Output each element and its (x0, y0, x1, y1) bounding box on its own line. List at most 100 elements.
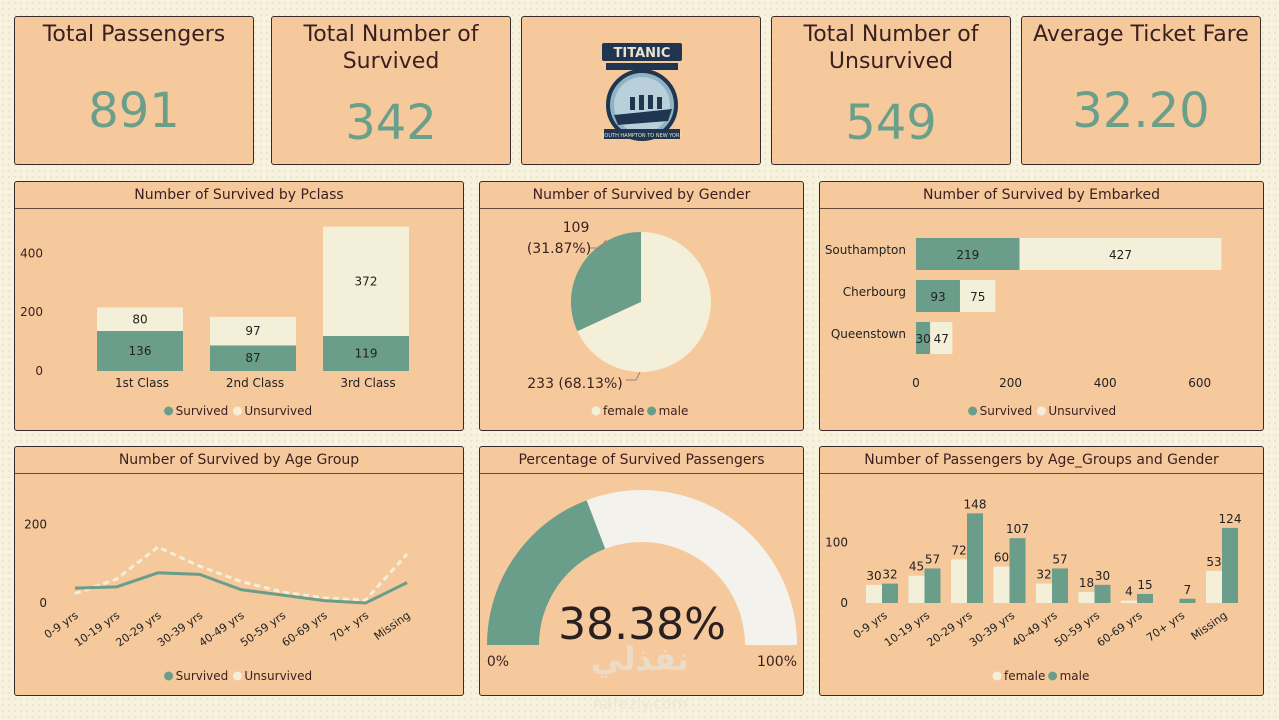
data-label: 47 (934, 332, 949, 346)
bar-unsurvived (959, 280, 996, 312)
legend-label: Unsurvived (244, 669, 312, 683)
legend-marker (164, 671, 174, 681)
chart-title: Percentage of Survived Passengers (480, 447, 803, 474)
data-label: 148 (964, 497, 987, 511)
bar-male (967, 513, 983, 603)
legend-marker (164, 406, 174, 416)
y-tick-label: 200 (24, 518, 47, 532)
x-tick-label: 50-59 yrs (238, 609, 288, 650)
bar-female (1121, 600, 1137, 603)
x-tick-label: 2nd Class (226, 376, 284, 390)
data-label: 45 (909, 560, 924, 574)
kpi-value: 549 (845, 95, 937, 151)
data-label: 372 (355, 274, 378, 288)
x-tick-label: 70+ yrs (1144, 609, 1187, 645)
y-tick-label: 400 (20, 246, 43, 260)
x-tick-label: 50-59 yrs (1052, 609, 1102, 650)
bar-survived (97, 331, 183, 371)
chart-embarked-panel: Number of Survived by Embarked Southampt… (819, 181, 1264, 431)
bar-unsurvived (210, 316, 296, 346)
x-tick-label: 60-69 yrs (1094, 609, 1144, 650)
data-label: 427 (1109, 248, 1132, 262)
x-tick-label: 10-19 yrs (72, 609, 122, 650)
pie-leader-line (626, 371, 641, 381)
x-tick-label: 600 (1188, 376, 1211, 390)
x-tick-label: 40-49 yrs (196, 609, 246, 650)
x-tick-label: 0 (912, 376, 920, 390)
kpi-title: Total Number of Unsurvived (803, 22, 979, 74)
gauge-chart: 38.38% 0% 100% (487, 490, 797, 670)
legend-label: male (659, 404, 689, 418)
kpi-value: 891 (88, 83, 180, 139)
chart-title: Number of Survived by Pclass (15, 182, 463, 209)
y-tick-label: 0 (39, 596, 47, 610)
watermark-text: نفذلي (591, 640, 689, 678)
chart-gender-panel: Number of Survived by Gender 109 (31.87%)… (479, 181, 804, 431)
bar-survived (916, 322, 931, 354)
kpi-avg-fare-card: Average Ticket Fare 32.20 (1021, 16, 1261, 165)
x-tick-label: 30-39 yrs (967, 609, 1017, 650)
y-tick-label: 200 (20, 305, 43, 319)
data-label: 97 (245, 324, 260, 338)
legend-label: female (1004, 669, 1045, 683)
data-label: 219 (956, 248, 979, 262)
legend-marker (232, 406, 242, 416)
legend-label: Survived (176, 404, 229, 418)
x-tick-label: 70+ yrs (328, 609, 371, 645)
gender-chart: 109 (31.87%) 233 (68.13%) female male (527, 220, 711, 418)
x-tick-label: 60-69 yrs (279, 609, 329, 650)
data-label: 75 (970, 290, 985, 304)
data-label: 30 (866, 569, 881, 583)
data-label: 124 (1219, 512, 1242, 526)
y-tick-label: Southampton (825, 243, 906, 257)
bar-male (1009, 538, 1026, 603)
y-tick-label: 0 (35, 364, 43, 378)
svg-text:SOUTH HAMPTON TO NEW YORK: SOUTH HAMPTON TO NEW YORK (601, 133, 683, 139)
bar-unsurvived (1019, 238, 1222, 270)
data-label: 15 (1137, 578, 1152, 592)
bar-female (1206, 570, 1222, 603)
data-label: 107 (1006, 522, 1029, 536)
kpi-title: Total Number of Survived (303, 22, 479, 74)
gauge-remaining-arc (586, 490, 797, 645)
legend-label: Survived (980, 404, 1033, 418)
bar-male (1094, 584, 1111, 603)
data-label: 30 (1095, 569, 1110, 583)
bar-male (924, 568, 941, 603)
data-label: 60 (994, 551, 1009, 565)
bar-survived (916, 280, 960, 312)
data-label: 72 (951, 543, 966, 557)
bar-female (1078, 592, 1095, 603)
x-tick-label: 3rd Class (340, 376, 395, 390)
pie-slice-male (571, 232, 641, 332)
bar-male (1137, 593, 1153, 603)
data-label: 57 (925, 552, 940, 566)
kpi-value: 32.20 (1072, 83, 1210, 139)
bar-female (866, 584, 882, 603)
pie-slice-female (577, 232, 711, 372)
bar-survived (210, 345, 296, 371)
chart-title: Number of Passengers by Age_Groups and G… (820, 447, 1263, 474)
y-tick-label: 0 (840, 596, 848, 610)
gauge-min-label: 0% (487, 654, 509, 670)
data-label: 32 (1036, 568, 1051, 582)
x-tick-label: 200 (999, 376, 1022, 390)
bar-female (951, 559, 967, 603)
legend-label: Unsurvived (244, 404, 312, 418)
x-tick-label: Missing (1189, 609, 1230, 643)
x-tick-label: 40-49 yrs (1009, 609, 1059, 650)
chart-title: Number of Survived by Gender (480, 182, 803, 209)
data-label: 18 (1079, 576, 1094, 590)
bar-survived (916, 238, 1020, 270)
data-label: 57 (1052, 552, 1067, 566)
data-label: 30 (915, 332, 930, 346)
gauge-value-arc (487, 500, 606, 645)
embarked-chart: Southampton 219 427 Cherbourg 93 75 Queenstown… (825, 238, 1222, 418)
bar-male (1222, 527, 1238, 603)
titanic-logo-icon: TITANIC SOUTH HAMPTON TO NEW YORK (601, 43, 683, 141)
bar-survived (323, 336, 409, 371)
x-tick-label: 1st Class (115, 376, 169, 390)
chart-agegroup-panel: Number of Survived by Age Group 0 200 0-9 … (14, 446, 464, 696)
line-survived (74, 571, 408, 605)
